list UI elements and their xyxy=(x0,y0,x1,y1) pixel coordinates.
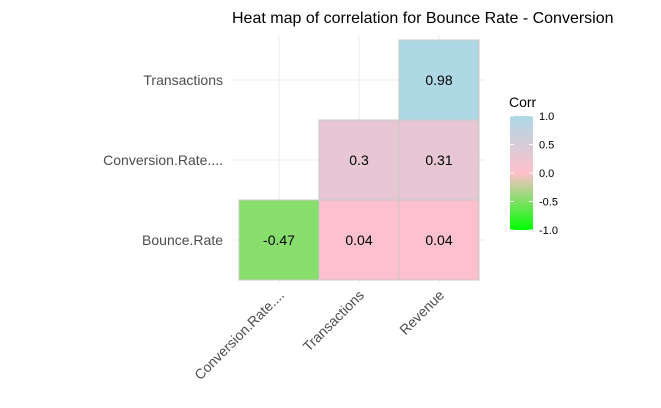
heatmap-cell xyxy=(318,119,400,201)
legend-tick-label: 0.0 xyxy=(539,168,554,180)
heatmap-cells: -0.47 0.04 0.04 0.3 0.31 0.98 xyxy=(238,39,480,281)
cell-value-label: 0.98 xyxy=(425,72,452,88)
heatmap-cell xyxy=(238,199,320,281)
legend-title: Corr xyxy=(509,94,537,110)
heatmap-cell xyxy=(398,39,480,121)
cell-value-label: -0.47 xyxy=(263,232,295,248)
legend-tick-label: -0.5 xyxy=(539,197,558,209)
y-tick-label: Bounce.Rate xyxy=(142,232,223,248)
legend-tick-label: -1.0 xyxy=(539,225,558,237)
legend-colorbar xyxy=(510,116,533,230)
legend: Corr 1.0 0.5 0.0 -0.5 -1.0 xyxy=(509,94,558,237)
cell-value-label: 0.31 xyxy=(425,152,452,168)
y-tick-label: Transactions xyxy=(143,72,223,88)
x-tick-label: Conversion.Rate.... xyxy=(191,287,287,383)
cell-value-label: 0.04 xyxy=(345,232,372,248)
chart-title: Heat map of correlation for Bounce Rate … xyxy=(232,10,614,27)
cell-value-label: 0.3 xyxy=(349,152,369,168)
y-tick-label: Conversion.Rate.... xyxy=(103,152,223,168)
x-tick-label: Revenue xyxy=(396,287,447,338)
legend-tick-label: 1.0 xyxy=(539,111,554,123)
cell-value-label: 0.04 xyxy=(425,232,452,248)
heatmap-cell xyxy=(398,119,480,201)
x-tick-label: Transactions xyxy=(300,287,368,355)
legend-tick-label: 0.5 xyxy=(539,140,554,152)
y-axis-ticks: Bounce.Rate Conversion.Rate.... Transactio… xyxy=(103,72,223,248)
x-axis-ticks: Conversion.Rate.... Transactions Revenue xyxy=(191,287,447,383)
heatmap-cell xyxy=(318,199,400,281)
